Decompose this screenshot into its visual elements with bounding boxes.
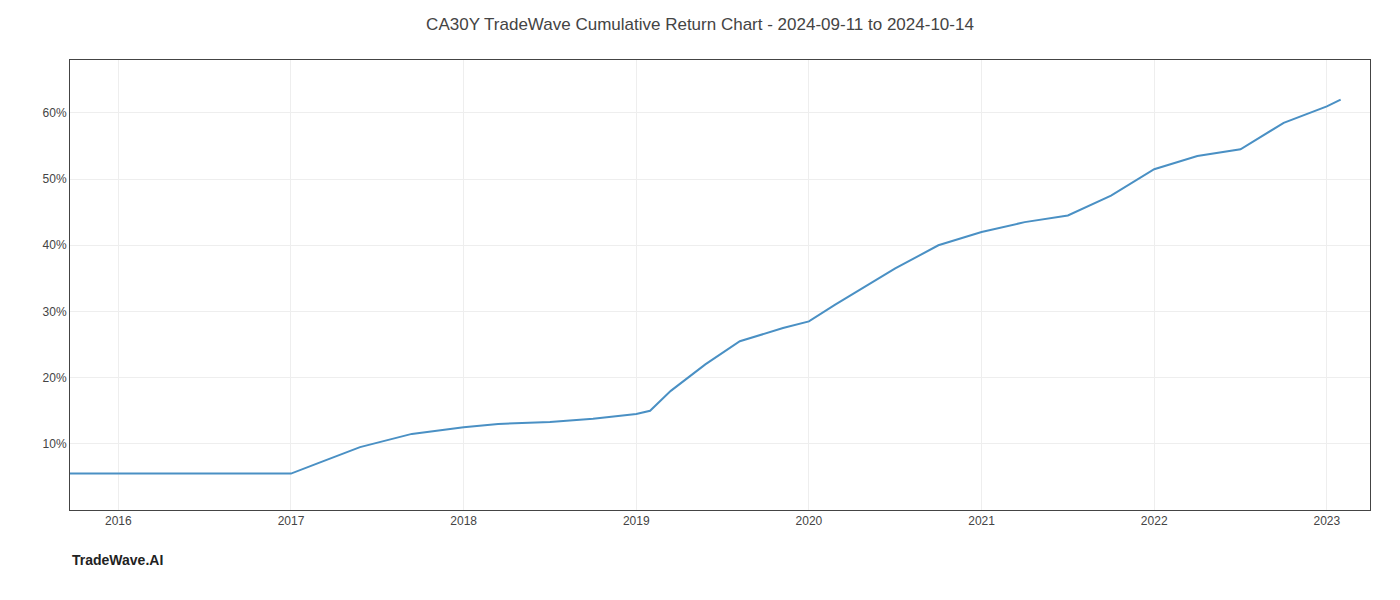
svg-text:2022: 2022 xyxy=(1141,514,1168,528)
svg-text:2018: 2018 xyxy=(450,514,477,528)
svg-text:2023: 2023 xyxy=(1313,514,1340,528)
svg-text:2020: 2020 xyxy=(796,514,823,528)
svg-text:2016: 2016 xyxy=(105,514,132,528)
svg-text:40%: 40% xyxy=(43,238,67,252)
svg-text:30%: 30% xyxy=(43,305,67,319)
svg-text:2021: 2021 xyxy=(968,514,995,528)
svg-text:2017: 2017 xyxy=(278,514,305,528)
svg-text:10%: 10% xyxy=(43,437,67,451)
svg-text:TradeWave.AI: TradeWave.AI xyxy=(72,552,163,568)
svg-text:20%: 20% xyxy=(43,371,67,385)
svg-text:2019: 2019 xyxy=(623,514,650,528)
svg-text:CA30Y TradeWave Cumulative Ret: CA30Y TradeWave Cumulative Return Chart … xyxy=(426,15,974,34)
svg-text:50%: 50% xyxy=(43,172,67,186)
svg-text:60%: 60% xyxy=(43,106,67,120)
